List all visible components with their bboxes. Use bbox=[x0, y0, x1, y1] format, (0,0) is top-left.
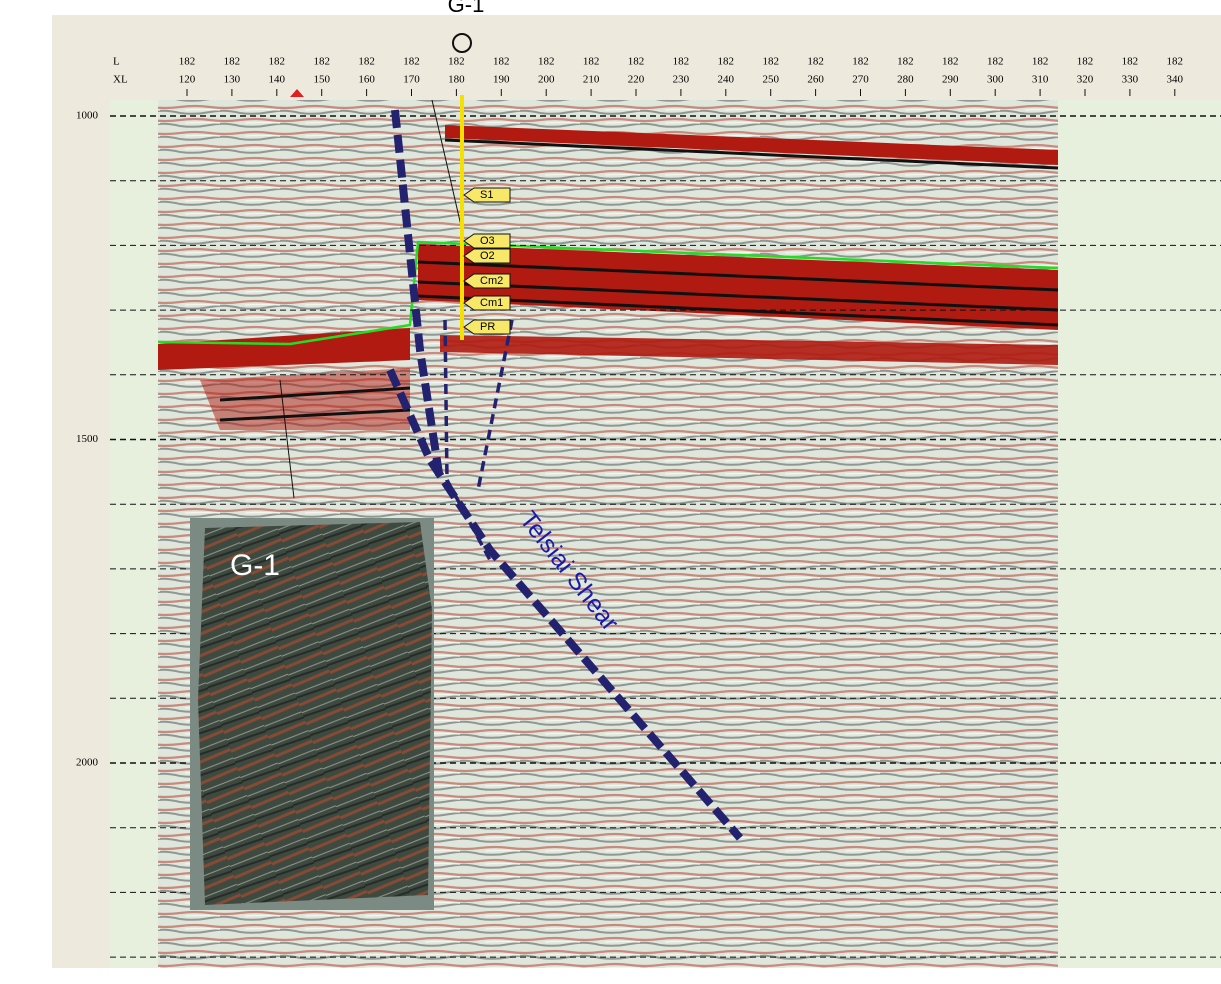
column-label: 182 bbox=[628, 56, 645, 68]
column-label: 182 bbox=[718, 56, 735, 68]
column-label: 182 bbox=[313, 56, 330, 68]
depth-label: 1000 bbox=[76, 110, 99, 122]
column-label: 200 bbox=[538, 74, 555, 86]
well-name: G-1 bbox=[448, 0, 485, 17]
column-label: 230 bbox=[673, 74, 690, 86]
column-label: 182 bbox=[852, 56, 869, 68]
column-label: 182 bbox=[538, 56, 555, 68]
seismic-figure: 100015002000 G-1 Telsiai Shear S1O3O2Cm2… bbox=[0, 0, 1221, 979]
depth-label: 1500 bbox=[76, 433, 99, 445]
column-label: 182 bbox=[987, 56, 1004, 68]
column-label: 190 bbox=[493, 74, 510, 86]
column-label: 182 bbox=[1167, 56, 1184, 68]
row-label: L bbox=[113, 56, 120, 68]
depth-label: 2000 bbox=[76, 757, 99, 769]
column-label: 300 bbox=[987, 74, 1004, 86]
top-label: S1 bbox=[480, 189, 493, 201]
column-label: 160 bbox=[358, 74, 375, 86]
column-label: 310 bbox=[1032, 74, 1049, 86]
column-label: 130 bbox=[224, 74, 241, 86]
column-label: 240 bbox=[718, 74, 735, 86]
top-label: PR bbox=[480, 321, 495, 333]
column-label: 182 bbox=[897, 56, 914, 68]
column-label: 182 bbox=[807, 56, 824, 68]
column-label: 182 bbox=[1077, 56, 1094, 68]
photo-label: G-1 bbox=[230, 549, 280, 582]
column-label: 250 bbox=[762, 74, 779, 86]
column-label: 220 bbox=[628, 74, 645, 86]
column-label: 340 bbox=[1167, 74, 1184, 86]
column-label: 182 bbox=[1032, 56, 1049, 68]
top-label: Cm2 bbox=[480, 275, 503, 287]
top-label: O2 bbox=[480, 250, 495, 262]
column-label: 182 bbox=[673, 56, 690, 68]
column-label: 180 bbox=[448, 74, 465, 86]
column-label: 320 bbox=[1077, 74, 1094, 86]
column-label: 290 bbox=[942, 74, 959, 86]
column-label: 120 bbox=[179, 74, 196, 86]
top-label: O3 bbox=[480, 235, 495, 247]
column-label: 182 bbox=[224, 56, 241, 68]
column-label: 182 bbox=[583, 56, 600, 68]
column-label: 140 bbox=[269, 74, 286, 86]
column-label: 270 bbox=[852, 74, 869, 86]
column-label: 330 bbox=[1122, 74, 1139, 86]
column-label: 210 bbox=[583, 74, 600, 86]
column-label: 280 bbox=[897, 74, 914, 86]
column-label: 150 bbox=[313, 74, 330, 86]
column-label: 182 bbox=[179, 56, 196, 68]
column-label: 260 bbox=[807, 74, 824, 86]
column-label: 182 bbox=[269, 56, 286, 68]
top-label: Cm1 bbox=[480, 297, 503, 309]
column-label: 182 bbox=[762, 56, 779, 68]
column-label: 182 bbox=[448, 56, 465, 68]
column-label: 182 bbox=[493, 56, 510, 68]
column-label: 182 bbox=[1122, 56, 1139, 68]
column-label: 170 bbox=[403, 74, 420, 86]
column-label: 182 bbox=[403, 56, 420, 68]
row-label: XL bbox=[113, 74, 128, 86]
column-label: 182 bbox=[942, 56, 959, 68]
column-label: 182 bbox=[358, 56, 375, 68]
